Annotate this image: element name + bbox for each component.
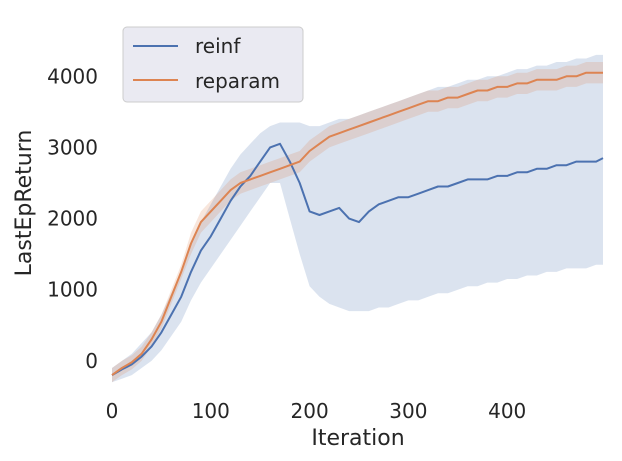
legend: reinf reparam xyxy=(122,26,304,103)
y-tick-label: 1000 xyxy=(47,278,98,302)
series-line-reinf xyxy=(111,142,604,376)
x-axis-label: Iteration xyxy=(311,426,404,451)
x-tick-label: 200 xyxy=(291,399,329,423)
y-tick-label: 0 xyxy=(85,349,98,373)
series-line-reparam xyxy=(111,71,603,376)
y-tick-label: 3000 xyxy=(47,135,98,159)
x-tick-label: 300 xyxy=(389,399,427,423)
x-tick-label: 0 xyxy=(106,399,119,423)
legend-label-reinf: reinf xyxy=(195,34,241,58)
y-tick-label: 4000 xyxy=(47,64,98,88)
y-axis-label: LastEpReturn xyxy=(12,130,37,277)
confidence-bands xyxy=(112,54,603,383)
x-tick-label: 400 xyxy=(488,399,526,423)
x-axis-ticks: 0 100 200 300 400 xyxy=(106,399,527,423)
band-reinf xyxy=(112,54,603,383)
series-lines xyxy=(111,71,604,376)
x-tick-label: 100 xyxy=(192,399,230,423)
y-axis-ticks: 0 1000 2000 3000 4000 xyxy=(47,64,98,373)
legend-label-reparam: reparam xyxy=(195,69,280,93)
y-tick-label: 2000 xyxy=(47,207,98,231)
